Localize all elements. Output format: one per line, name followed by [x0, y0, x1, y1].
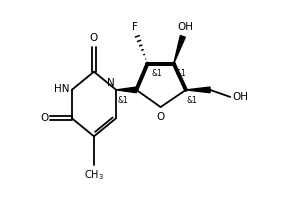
Polygon shape: [174, 36, 185, 64]
Text: O: O: [40, 113, 48, 123]
Polygon shape: [116, 87, 136, 93]
Text: O: O: [156, 112, 165, 122]
Text: N: N: [107, 78, 115, 88]
Text: CH$_3$: CH$_3$: [84, 168, 104, 182]
Text: F: F: [132, 22, 138, 32]
Text: &1: &1: [187, 96, 198, 105]
Text: O: O: [90, 33, 98, 43]
Text: OH: OH: [177, 22, 193, 32]
Text: OH: OH: [232, 92, 248, 102]
Text: HN: HN: [54, 84, 69, 94]
Text: &1: &1: [118, 96, 128, 105]
Polygon shape: [186, 87, 210, 93]
Text: &1: &1: [151, 69, 162, 78]
Text: &1: &1: [176, 69, 187, 78]
